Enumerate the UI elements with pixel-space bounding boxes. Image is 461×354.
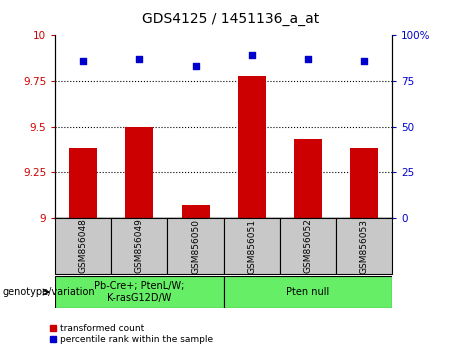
Text: GSM856050: GSM856050 [191, 218, 200, 274]
Bar [336, 218, 392, 274]
Text: GSM856053: GSM856053 [359, 218, 368, 274]
Text: GDS4125 / 1451136_a_at: GDS4125 / 1451136_a_at [142, 12, 319, 27]
Text: genotype/variation: genotype/variation [2, 287, 95, 297]
Bar [224, 218, 280, 274]
Text: GSM856051: GSM856051 [247, 218, 256, 274]
Text: GSM856049: GSM856049 [135, 218, 144, 274]
Text: Pten null: Pten null [286, 287, 329, 297]
Point [136, 56, 143, 62]
Bar [280, 218, 336, 274]
Bar [182, 205, 210, 218]
Bar [112, 218, 167, 274]
Point [192, 64, 199, 69]
Bar [167, 218, 224, 274]
Legend: transformed count, percentile rank within the sample: transformed count, percentile rank withi… [46, 321, 217, 348]
Bar [294, 139, 322, 218]
Bar [69, 148, 97, 218]
Text: GSM856052: GSM856052 [303, 218, 312, 274]
Point [304, 56, 312, 62]
Point [360, 58, 367, 64]
Text: GSM856048: GSM856048 [79, 218, 88, 274]
Bar [125, 127, 154, 218]
Bar [237, 75, 266, 218]
Bar [55, 218, 112, 274]
Text: Pb-Cre+; PtenL/W;
K-rasG12D/W: Pb-Cre+; PtenL/W; K-rasG12D/W [94, 281, 185, 303]
Bar [55, 276, 224, 308]
Point [248, 53, 255, 58]
Bar [350, 148, 378, 218]
Bar [224, 276, 392, 308]
Point [80, 58, 87, 64]
